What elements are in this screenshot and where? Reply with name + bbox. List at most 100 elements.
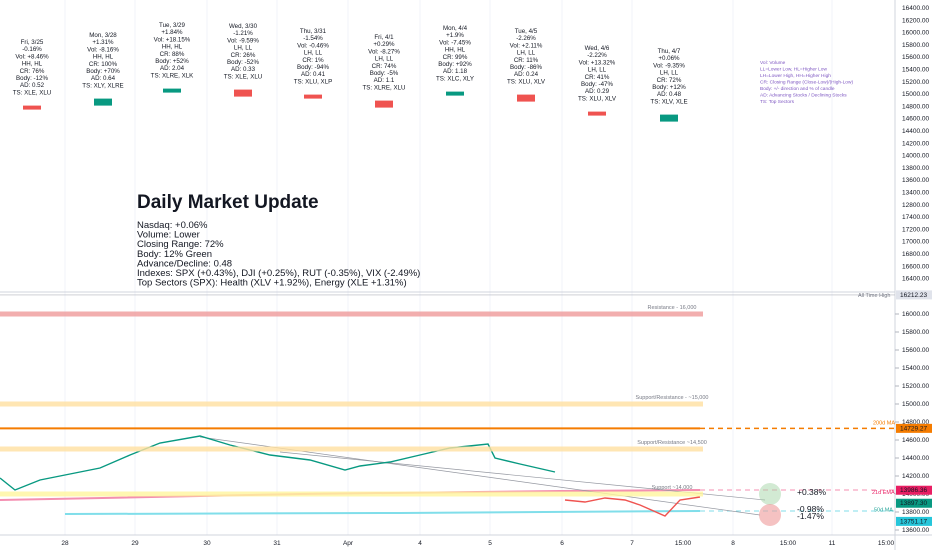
note-line: HH, HL	[162, 44, 183, 51]
x-axis-label: 4	[418, 540, 422, 547]
note-line: AD: 0.24	[514, 71, 539, 78]
top-axis-label: 13800.00	[902, 165, 929, 172]
price-path	[564, 496, 701, 517]
top-axis-label: 17000.00	[902, 239, 929, 246]
note-line: LH, LL	[588, 67, 607, 74]
note-line: CR: 76%	[20, 68, 45, 75]
update-line: Volume: Lower	[137, 230, 200, 241]
x-axis-label: 29	[131, 540, 139, 547]
note-line: HH, HL	[22, 61, 43, 68]
note-line: Body: -94%	[297, 64, 329, 71]
note-line: CR: 100%	[89, 61, 118, 68]
note-line: AD: 0.41	[301, 71, 326, 78]
y-tick-label: 14200.00	[902, 473, 929, 480]
top-axis-label: 16600.00	[902, 263, 929, 270]
note-line: Wed, 3/30	[229, 23, 258, 30]
price-box	[896, 485, 932, 495]
percent-label: +0.38%	[797, 487, 827, 497]
note-line: Body: +70%	[86, 68, 120, 75]
note-line: CR: 41%	[585, 74, 610, 81]
y-tick-label: 13800.00	[902, 509, 929, 516]
price-path	[0, 435, 556, 491]
price-box	[896, 423, 932, 433]
note-line: AD: 0.33	[231, 66, 256, 73]
x-axis-label: 31	[273, 540, 281, 547]
note-line: TS: XLE, XLU	[13, 89, 52, 96]
note-candle	[234, 89, 252, 97]
top-axis-label: 14200.00	[902, 140, 929, 147]
y-tick-label: 15600.00	[902, 347, 929, 354]
note-line: AD: 1.1	[374, 77, 395, 84]
top-axis-label: 14600.00	[902, 116, 929, 123]
note-line: Body: -52%	[227, 59, 259, 66]
note-line: HH, HL	[93, 54, 114, 61]
note-line: LH, LL	[660, 70, 679, 77]
note-candle	[304, 94, 322, 99]
level-band	[0, 401, 703, 407]
note-line: TS: XLV, XLE	[650, 98, 687, 105]
top-axis-label: 16200.00	[902, 17, 929, 24]
price-box-label: 16212.23	[900, 292, 927, 299]
note-line: +1.84%	[161, 29, 183, 36]
legend-line: LL=Lower Low, HL=Higher Low	[760, 67, 827, 73]
note-line: CR: 1%	[302, 57, 324, 64]
ath-label: All Time High	[858, 293, 890, 299]
note-line: CR: 72%	[657, 77, 682, 84]
note-line: TS: XLE, XLU	[224, 73, 263, 80]
price-box-label: 13986.36	[900, 487, 927, 494]
note-line: -2.22%	[587, 52, 607, 59]
note-candle	[446, 91, 464, 96]
top-axis-label: 16400.00	[902, 5, 929, 12]
update-line: Nasdaq: +0.06%	[137, 220, 208, 231]
note-line: CR: 74%	[372, 63, 397, 70]
ema-label: 21d EMA	[872, 490, 895, 496]
note-line: LH, LL	[304, 50, 323, 57]
legend-line: AD: Advancing Stocks / Declining Stocks	[760, 93, 847, 99]
x-axis-label: 5	[488, 540, 492, 547]
note-line: TS: XLU, XLV	[578, 95, 617, 102]
update-line: Indexes: SPX (+0.43%), DJI (+0.25%), RUT…	[137, 268, 420, 279]
note-line: AD: 0.29	[585, 88, 610, 95]
x-axis-label: 15:00	[675, 540, 692, 547]
update-title: Daily Market Update	[137, 192, 319, 213]
note-candle	[163, 88, 181, 93]
note-line: -2.26%	[516, 35, 536, 42]
legend-line: Vol: Volume	[760, 60, 786, 66]
note-line: Fri, 4/1	[374, 34, 394, 41]
note-line: TS: XLC, XLY	[436, 75, 474, 82]
note-line: Wed, 4/6	[585, 45, 610, 52]
note-line: AD: 2.04	[160, 65, 185, 72]
y-tick-label: 14800.00	[902, 419, 929, 426]
top-axis-label: 15600.00	[902, 54, 929, 61]
note-candle	[94, 98, 112, 106]
update-line: Body: 12% Green	[137, 249, 212, 260]
y-tick-label: 13600.00	[902, 527, 929, 534]
top-axis-label: 14400.00	[902, 128, 929, 135]
level-band	[0, 446, 703, 452]
x-axis-label: 15:00	[878, 540, 895, 547]
note-line: CR: 88%	[160, 51, 185, 58]
note-line: CR: 26%	[231, 52, 256, 59]
price-box	[896, 290, 932, 300]
price-box	[896, 516, 932, 526]
y-tick-label: 15400.00	[902, 365, 929, 372]
top-axis-label: 16800.00	[902, 251, 929, 258]
update-line: Top Sectors (SPX): Health (XLV +1.92%), …	[137, 278, 407, 289]
level-label: Support/Resistance ~14,500	[637, 440, 707, 446]
note-line: -0.16%	[22, 46, 42, 53]
x-axis-label: Apr	[343, 540, 354, 547]
note-line: Vol: -8.16%	[87, 46, 119, 53]
note-candle	[517, 94, 535, 102]
note-line: +1.31%	[92, 39, 114, 46]
top-axis-label: 14000.00	[902, 153, 929, 160]
note-line: Vol: -9.35%	[653, 62, 685, 69]
price-box-label: 13751.17	[900, 518, 927, 525]
legend-line: Body: +/- direction and % of candle	[760, 86, 835, 92]
ma50-label: 50d MA	[874, 507, 893, 513]
ma200-label: 200d MA	[873, 420, 895, 426]
level-band	[0, 311, 703, 317]
note-line: Vol: +2.11%	[510, 42, 543, 49]
note-line: Body: -5%	[370, 70, 399, 77]
note-line: LH, LL	[375, 56, 394, 63]
